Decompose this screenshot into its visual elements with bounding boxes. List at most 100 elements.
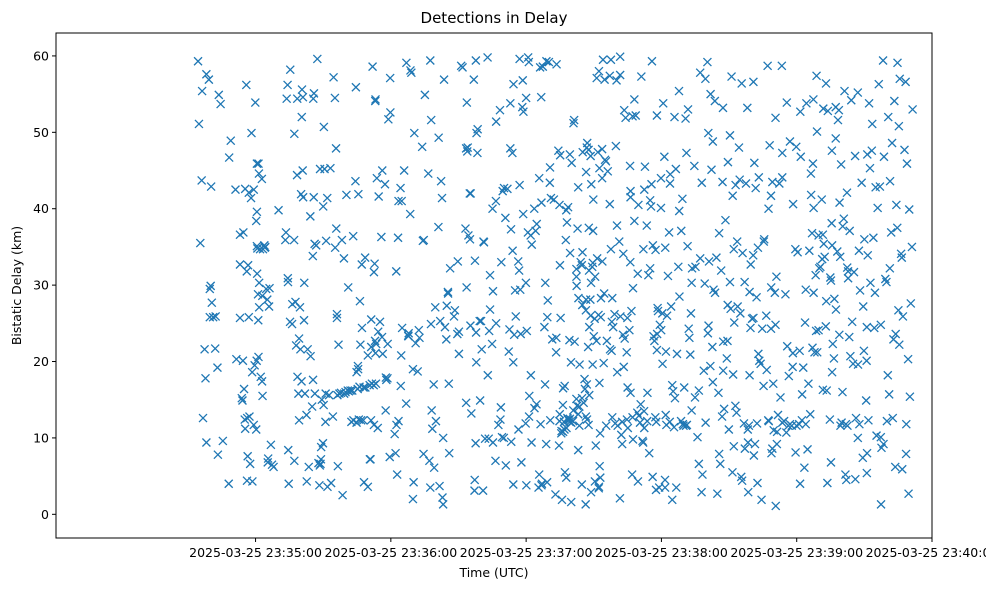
detection-point xyxy=(314,458,323,468)
detection-point xyxy=(408,364,418,374)
detection-point xyxy=(348,231,358,241)
detection-point xyxy=(454,349,464,359)
detection-point xyxy=(697,487,707,497)
detection-point xyxy=(728,191,738,201)
detection-point xyxy=(408,494,418,504)
detection-point xyxy=(607,293,617,303)
detection-point xyxy=(508,246,518,256)
detection-point xyxy=(211,311,221,321)
detection-point xyxy=(745,287,755,297)
detection-point xyxy=(615,493,625,503)
detection-point xyxy=(325,163,335,173)
detection-point xyxy=(438,433,448,443)
detection-point xyxy=(566,497,576,507)
detection-point xyxy=(560,467,570,477)
detection-point xyxy=(399,166,409,175)
detection-point xyxy=(853,433,863,443)
detection-point xyxy=(409,128,419,138)
detection-point xyxy=(656,203,666,213)
detection-point xyxy=(471,328,481,337)
detection-point xyxy=(588,360,598,370)
detection-point xyxy=(544,57,554,67)
detection-point xyxy=(499,183,509,193)
detection-point xyxy=(879,439,888,449)
detection-point xyxy=(317,395,327,405)
y-tick-label: 30 xyxy=(33,278,49,293)
detection-point xyxy=(355,296,365,306)
detection-point xyxy=(689,161,699,171)
detection-point xyxy=(642,416,652,426)
detection-point xyxy=(297,112,307,122)
detection-point xyxy=(513,256,523,266)
detection-point xyxy=(683,104,693,114)
detection-point xyxy=(529,204,539,214)
detection-point xyxy=(371,379,381,389)
detection-point xyxy=(670,112,679,122)
detection-point xyxy=(461,224,470,234)
detection-point xyxy=(573,445,583,455)
detection-point xyxy=(581,167,591,177)
detection-point xyxy=(488,286,498,296)
detection-point xyxy=(901,419,911,429)
detection-point xyxy=(377,166,387,175)
detection-point xyxy=(584,390,594,400)
detection-point xyxy=(491,318,501,328)
detection-point xyxy=(652,111,662,120)
detection-point xyxy=(885,263,895,273)
detection-point xyxy=(195,238,205,248)
detection-point xyxy=(524,391,534,401)
detection-point xyxy=(791,142,801,152)
y-tick-label: 60 xyxy=(33,48,49,63)
detection-point xyxy=(671,483,681,493)
detection-point xyxy=(870,288,880,298)
detection-point xyxy=(244,188,254,198)
y-axis-label: Bistatic Delay (km) xyxy=(9,226,24,345)
detection-point xyxy=(791,447,801,457)
detection-point xyxy=(366,415,376,425)
detection-point xyxy=(625,257,635,267)
detection-point xyxy=(480,434,490,444)
detection-point xyxy=(733,302,743,311)
detection-point xyxy=(701,418,711,428)
detection-point xyxy=(889,96,899,106)
detection-point xyxy=(826,457,836,467)
detection-point xyxy=(764,416,774,426)
detection-point xyxy=(881,277,891,287)
detection-point xyxy=(204,75,214,85)
detection-point xyxy=(396,381,406,391)
detection-point xyxy=(346,386,355,396)
detection-point xyxy=(401,399,411,408)
detection-point xyxy=(252,159,262,169)
detection-point xyxy=(240,415,250,425)
detection-point xyxy=(237,393,247,403)
detection-point xyxy=(560,381,570,391)
detection-point xyxy=(479,237,489,247)
detection-point xyxy=(686,308,696,318)
detection-point xyxy=(759,234,769,244)
detection-point xyxy=(569,118,578,128)
detection-point xyxy=(601,421,611,431)
detection-point xyxy=(542,312,552,322)
detection-point xyxy=(244,312,254,322)
detection-point xyxy=(536,92,546,102)
detection-point xyxy=(426,319,436,329)
detection-point xyxy=(636,399,646,409)
detection-point xyxy=(639,185,649,195)
detection-point xyxy=(865,278,875,288)
detection-point xyxy=(425,483,435,493)
detection-point xyxy=(811,270,821,280)
detection-point xyxy=(601,156,611,166)
detection-point xyxy=(543,295,553,305)
x-tick-label: 2025-03-25 23:40:00 xyxy=(866,545,986,560)
detection-point xyxy=(743,438,753,447)
detection-point xyxy=(397,323,407,333)
detection-point xyxy=(521,278,531,288)
detection-point xyxy=(676,226,686,236)
detection-point xyxy=(772,439,782,449)
detection-point xyxy=(505,143,515,153)
detection-point xyxy=(261,284,271,294)
detection-point xyxy=(339,253,349,263)
detection-point xyxy=(821,296,831,306)
detection-point xyxy=(666,302,676,311)
